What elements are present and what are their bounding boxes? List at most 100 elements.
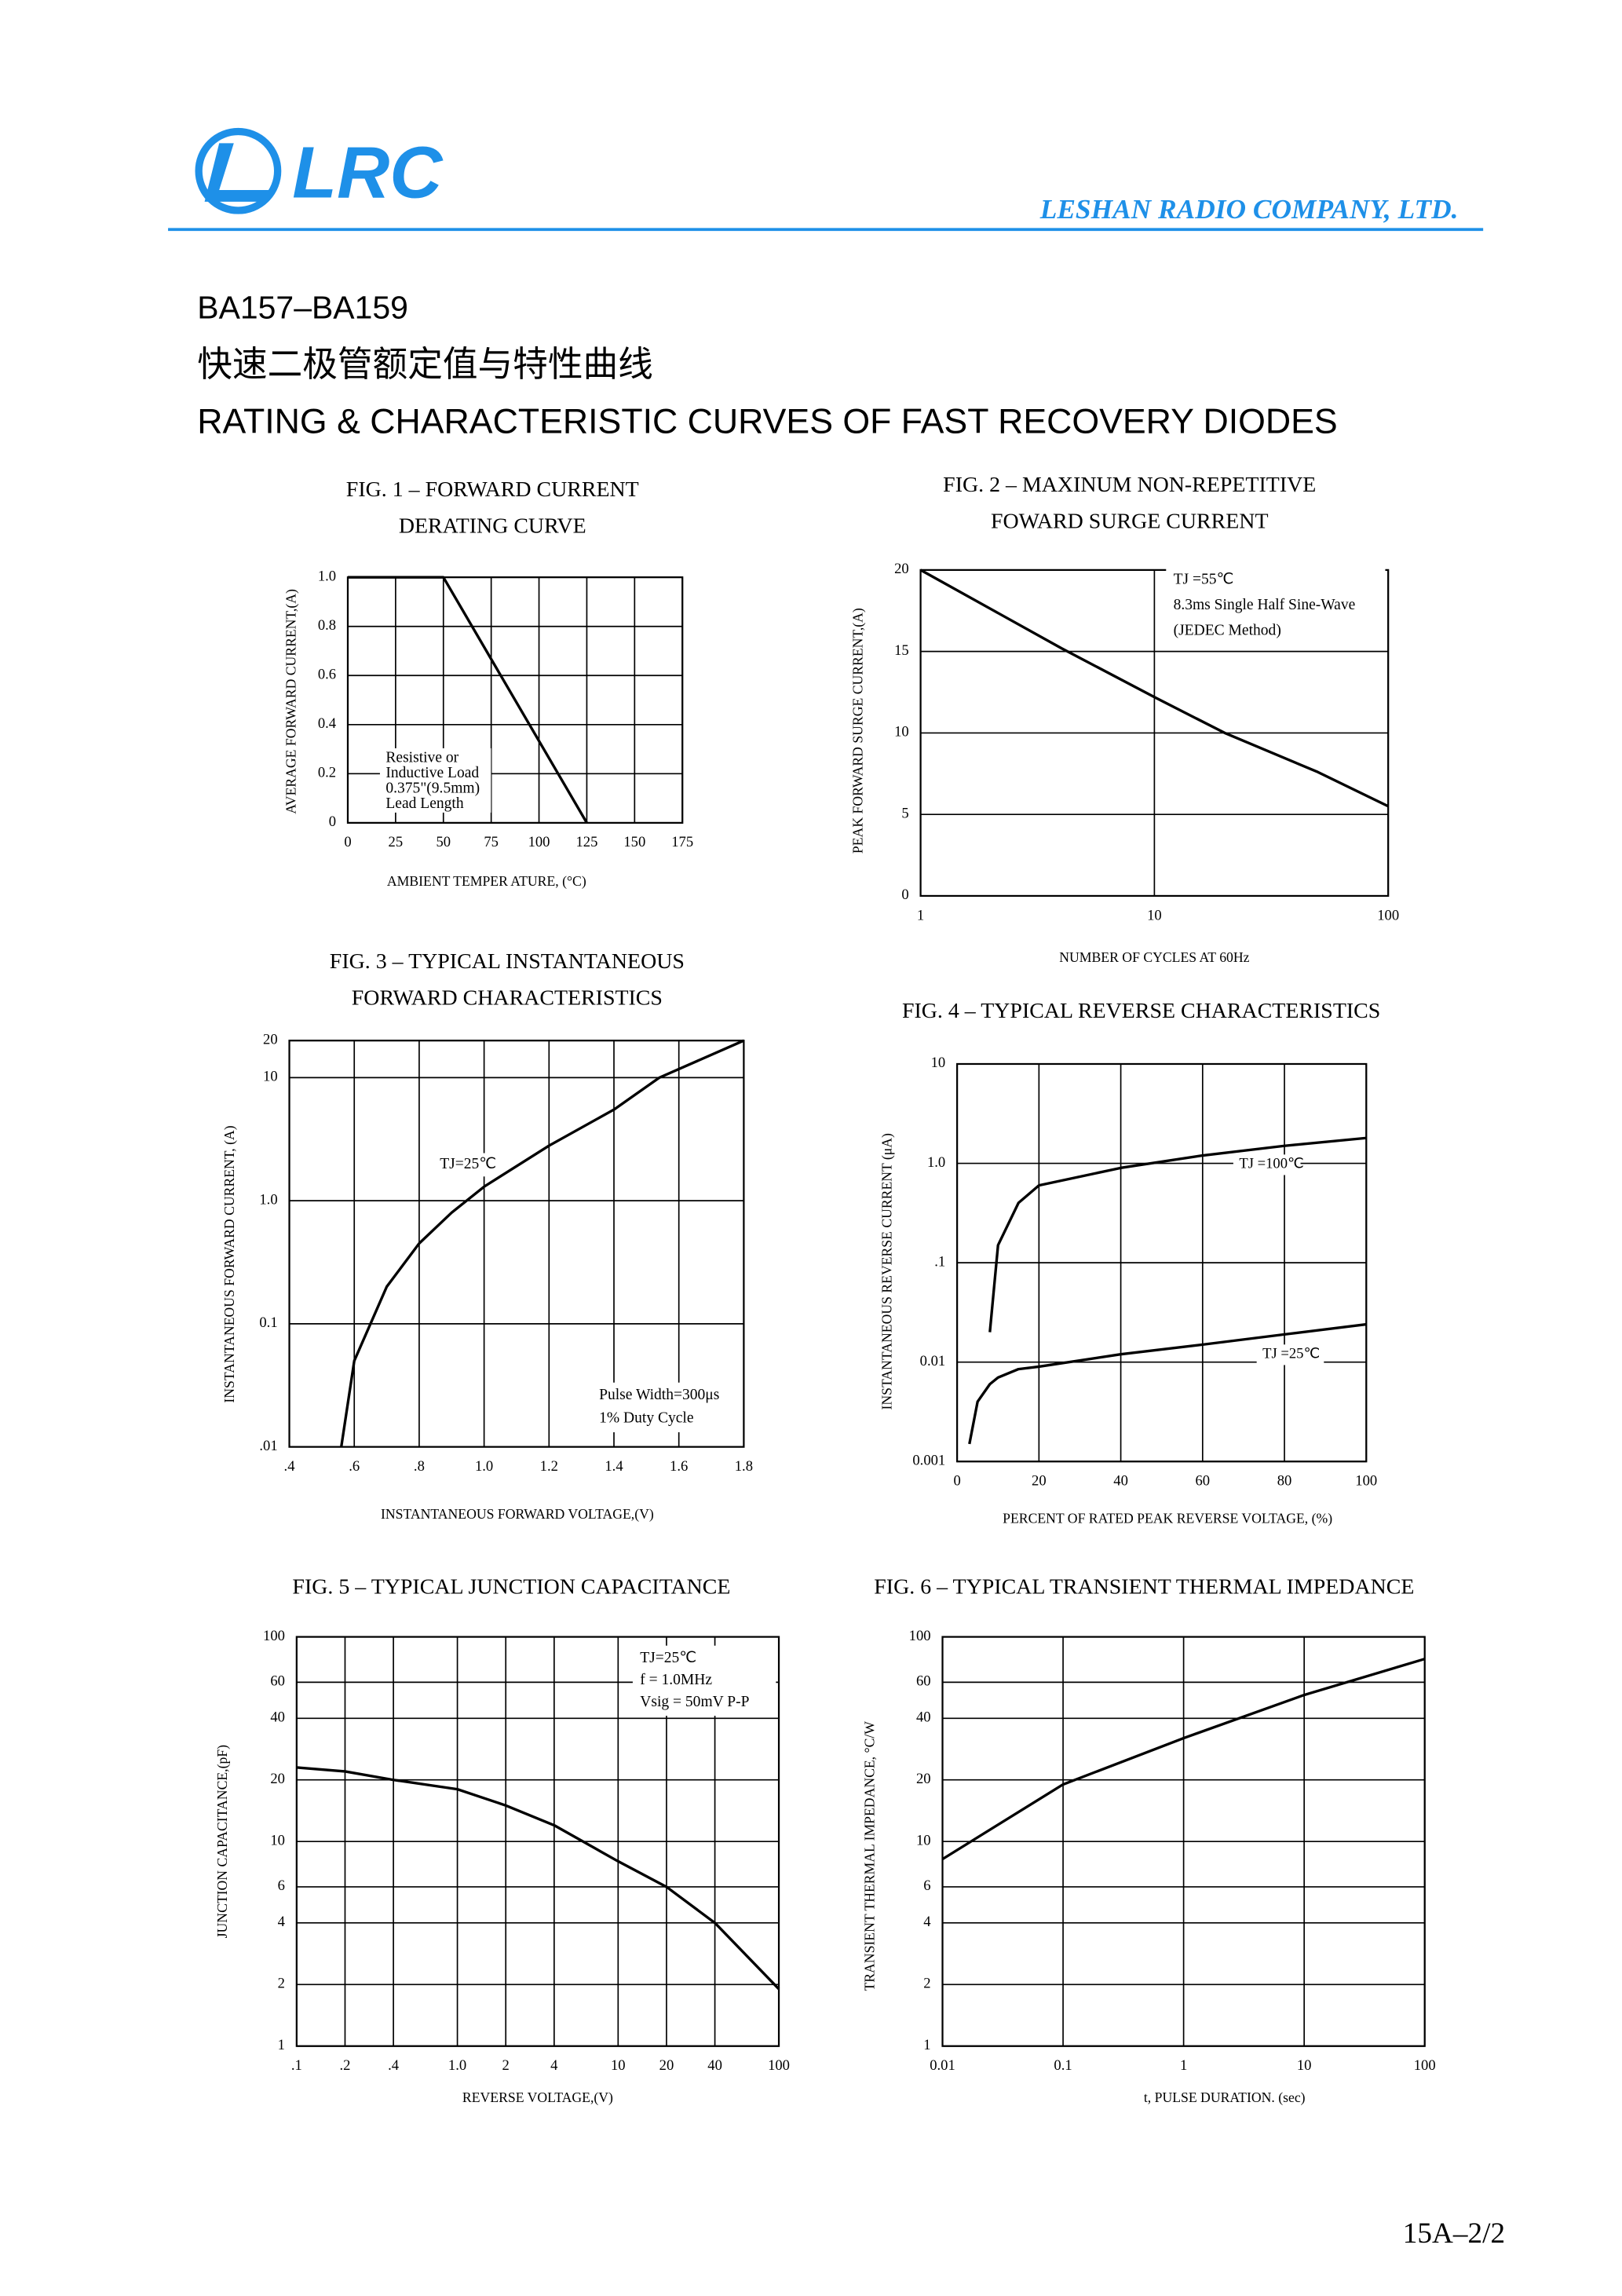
annotation: TJ=25℃ <box>440 1156 496 1172</box>
x-tick-label: 100 <box>1355 1473 1377 1490</box>
y-tick-label: 10 <box>270 1832 285 1848</box>
logo: LRC <box>195 127 444 214</box>
annotation-box <box>432 1153 503 1177</box>
annotation: Lead Length <box>385 795 463 812</box>
y-tick-label: 6 <box>278 1877 285 1894</box>
x-tick-label: 10 <box>1297 2057 1312 2074</box>
y-tick-label: 2 <box>278 1976 285 1992</box>
annotation-box <box>590 1382 743 1433</box>
curve <box>296 1766 780 1991</box>
x-tick-label: 1 <box>917 907 924 923</box>
x-tick-label: 2 <box>502 2057 510 2074</box>
x-tick-label: .4 <box>388 2057 400 2074</box>
x-tick-label: 20 <box>1032 1473 1047 1490</box>
y-tick-label: 60 <box>916 1673 931 1690</box>
x-tick-label: 100 <box>768 2057 790 2074</box>
x-tick-label: 4 <box>550 2057 558 2074</box>
y-tick-label: 0 <box>329 813 336 830</box>
x-tick-label: 10 <box>611 2057 626 2074</box>
y-tick-label: 0 <box>901 887 908 903</box>
x-tick-label: 0.01 <box>930 2057 955 2074</box>
y-tick-label: 1 <box>278 2037 285 2053</box>
series-label: TJ =25℃ <box>1262 1346 1320 1362</box>
y-tick-label: 1.0 <box>259 1191 277 1208</box>
curve <box>340 1039 745 1447</box>
x-tick-label: 1 <box>1180 2057 1187 2074</box>
chart: FIG. 6 – TYPICAL TRANSIENT THERMAL IMPED… <box>861 1575 1435 2105</box>
y-tick-label: 1 <box>923 2037 930 2053</box>
y-tick-label: 40 <box>270 1709 285 1726</box>
y-tick-label: 2 <box>923 1976 930 1992</box>
x-tick-label: .6 <box>349 1458 360 1475</box>
y-tick-label: 4 <box>278 1914 286 1930</box>
y-tick-label: 6 <box>923 1877 930 1894</box>
chart: FIG. 1 – FORWARD CURRENT DERATING CURVE 0 2… <box>283 477 693 889</box>
annotation: Pulse Width=300μs <box>599 1387 719 1403</box>
chart: FIG. 5 – TYPICAL JUNCTION CAPACITANCE .1.… <box>214 1575 790 2105</box>
x-tick-label: 1.2 <box>540 1458 558 1475</box>
chart-title: FIG. 1 – FORWARD CURRENT <box>346 477 639 502</box>
x-axis-label: t, PULSE DURATION. (sec) <box>1144 2089 1306 2105</box>
x-tick-label: 150 <box>623 834 645 850</box>
y-axis-label: AVERAGE FORWARD CURRENT,(A) <box>283 589 298 814</box>
y-tick-label: 10 <box>894 724 909 740</box>
x-tick-label: .2 <box>339 2057 350 2074</box>
x-tick-label: 1.6 <box>670 1458 688 1475</box>
y-axis-label: JUNCTION CAPACITANCE,(pF) <box>214 1745 230 1938</box>
company-name: LESHAN RADIO COMPANY, LTD. <box>1039 193 1459 225</box>
y-tick-label: 20 <box>270 1771 285 1787</box>
annotation: f = 1.0MHz <box>640 1672 712 1688</box>
annotation: TJ=25℃ <box>640 1650 696 1666</box>
x-axis-label: REVERSE VOLTAGE,(V) <box>462 2089 613 2105</box>
x-tick-label: 175 <box>671 834 693 850</box>
y-tick-label: 60 <box>270 1673 285 1690</box>
chart-title: FIG. 4 – TYPICAL REVERSE CHARACTERISTICS <box>902 999 1380 1023</box>
annotation: Inductive Load <box>385 765 479 781</box>
y-tick-label: .1 <box>934 1253 945 1270</box>
y-tick-label: 0.001 <box>912 1453 945 1469</box>
x-tick-label: 60 <box>1196 1473 1211 1490</box>
series-label-box <box>1256 1344 1324 1366</box>
curve <box>988 1136 1367 1333</box>
y-tick-label: 40 <box>916 1709 931 1726</box>
y-tick-label: 0.6 <box>318 667 336 683</box>
x-tick-label: 1.4 <box>605 1458 623 1475</box>
y-tick-label: 1.0 <box>318 568 336 584</box>
y-tick-label: 20 <box>894 561 909 577</box>
chart: FIG. 4 – TYPICAL REVERSE CHARACTERISTICS… <box>879 999 1381 1526</box>
logo-text: LRC <box>292 132 444 214</box>
x-tick-label: 50 <box>436 834 451 850</box>
y-tick-label: 20 <box>263 1031 278 1047</box>
x-axis-label: INSTANTANEOUS FORWARD VOLTAGE,(V) <box>381 1506 654 1522</box>
chart-title: FIG. 2 – MAXINUM NON-REPETITIVE <box>943 473 1316 497</box>
chart: FIG. 3 – TYPICAL INSTANTANEOUS FORWARD CH… <box>221 949 753 1522</box>
y-tick-label: 100 <box>909 1628 931 1644</box>
y-axis-label: INSTANTANEOUS REVERSE CURRENT (μA) <box>879 1133 895 1410</box>
annotation: (JEDEC Method) <box>1174 623 1281 639</box>
x-tick-label: 40 <box>1113 1473 1128 1490</box>
x-tick-label: 40 <box>707 2057 722 2074</box>
part-number: BA157–BA159 <box>197 289 408 325</box>
x-tick-label: .4 <box>284 1458 296 1475</box>
y-tick-label: 10 <box>931 1055 946 1071</box>
chart-title: FIG. 6 – TYPICAL TRANSIENT THERMAL IMPED… <box>874 1575 1414 1600</box>
x-axis-label: AMBIENT TEMPER ATURE, (°C) <box>387 873 586 889</box>
x-tick-label: .1 <box>291 2057 302 2074</box>
x-tick-label: 1.0 <box>475 1458 493 1475</box>
y-tick-label: 15 <box>894 642 909 659</box>
title-chinese: 快速二极管额定值与特性曲线 <box>197 345 653 384</box>
y-tick-label: 10 <box>916 1832 931 1848</box>
series-label: TJ =100℃ <box>1239 1156 1304 1172</box>
x-tick-label: 80 <box>1277 1473 1292 1490</box>
y-axis-label: TRANSIENT THERMAL IMPEDANCE, °C/W <box>861 1721 877 1991</box>
annotation: 0.375"(9.5mm) <box>385 781 480 797</box>
annotation: TJ =55℃ <box>1174 571 1234 587</box>
annotation: Vsig = 50mV P-P <box>640 1694 749 1710</box>
y-tick-label: 20 <box>916 1771 931 1787</box>
y-tick-label: 0.1 <box>259 1314 277 1331</box>
curve <box>941 1658 1426 1861</box>
y-tick-label: 100 <box>263 1628 285 1644</box>
x-tick-label: 25 <box>389 834 404 850</box>
